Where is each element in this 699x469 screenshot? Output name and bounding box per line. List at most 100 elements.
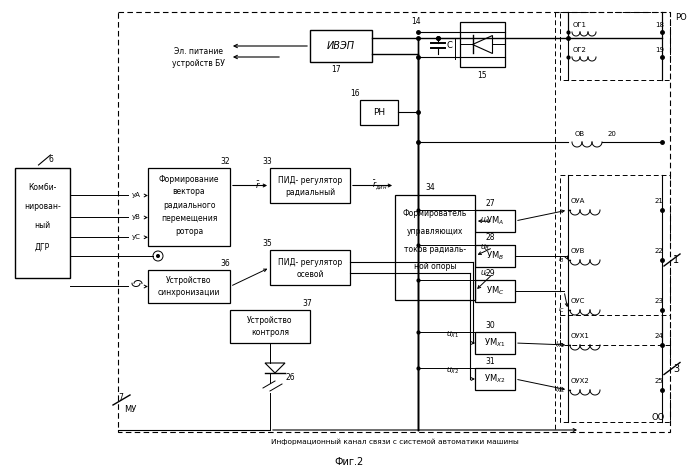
Text: 15: 15: [477, 70, 487, 80]
Text: 3: 3: [673, 363, 679, 373]
Text: 29: 29: [485, 268, 495, 278]
Text: 32: 32: [220, 157, 230, 166]
Text: 16: 16: [350, 90, 360, 98]
Bar: [118, 12, 670, 432]
Text: Устройство: Устройство: [166, 276, 212, 286]
Text: ДГР: ДГР: [35, 242, 50, 252]
Text: ОУХ1: ОУХ1: [571, 333, 590, 339]
Text: $\bar{r}$: $\bar{r}$: [255, 180, 261, 191]
Text: 6: 6: [48, 156, 53, 165]
Text: радиальный: радиальный: [285, 188, 335, 197]
Bar: [148, 168, 230, 246]
Bar: [230, 310, 310, 343]
Text: 36: 36: [220, 258, 230, 267]
Text: нирован-: нирован-: [24, 202, 61, 211]
Text: ОУС: ОУС: [571, 298, 585, 304]
Bar: [270, 250, 350, 285]
Text: yB: yB: [131, 214, 140, 220]
Text: 28: 28: [485, 234, 495, 242]
Text: вектора: вектора: [173, 187, 206, 196]
Text: 25: 25: [655, 378, 663, 384]
Text: осевой: осевой: [296, 270, 324, 279]
Text: радиального: радиального: [163, 201, 215, 210]
Bar: [270, 168, 350, 203]
Text: синхронизации: синхронизации: [158, 287, 220, 296]
Text: Устройство: Устройство: [247, 317, 293, 325]
Text: Формирователь: Формирователь: [403, 209, 467, 219]
Text: Фиг.2: Фиг.2: [334, 457, 363, 467]
Text: ИВЭП: ИВЭП: [327, 41, 355, 51]
Text: ОУВ: ОУВ: [571, 248, 585, 254]
Text: 26: 26: [285, 373, 295, 383]
Text: УМ$_{X2}$: УМ$_{X2}$: [484, 373, 506, 385]
Bar: [15, 168, 70, 278]
Text: ОГ2: ОГ2: [573, 47, 587, 53]
Text: 37: 37: [302, 298, 312, 308]
Text: $i_C$: $i_C$: [558, 305, 565, 315]
Polygon shape: [473, 36, 493, 53]
Bar: [460, 22, 505, 67]
Text: $u_C$: $u_C$: [480, 268, 491, 279]
Text: yC: yC: [131, 234, 140, 240]
Text: 27: 27: [485, 198, 495, 207]
Text: 23: 23: [654, 298, 663, 304]
Text: 34: 34: [425, 182, 435, 191]
Text: РН: РН: [373, 108, 385, 117]
Text: ОВ: ОВ: [575, 131, 585, 137]
Text: ный: ный: [34, 221, 50, 230]
Text: 18: 18: [656, 22, 665, 28]
Text: Комби-: Комби-: [29, 183, 57, 192]
Text: управляющих: управляющих: [407, 227, 463, 236]
Text: С: С: [446, 40, 452, 50]
Text: УМ$_C$: УМ$_C$: [486, 285, 504, 297]
Bar: [475, 210, 515, 232]
Text: УМ$_A$: УМ$_A$: [486, 215, 504, 227]
Bar: [310, 30, 372, 62]
Bar: [360, 100, 398, 125]
Text: 7: 7: [119, 393, 124, 402]
Text: перемещения: перемещения: [161, 214, 217, 223]
Circle shape: [156, 254, 160, 258]
Text: $i_B$: $i_B$: [558, 255, 565, 265]
Text: 33: 33: [262, 157, 272, 166]
Text: 21: 21: [654, 198, 663, 204]
Bar: [148, 270, 230, 303]
Text: 19: 19: [656, 47, 665, 53]
Text: 30: 30: [485, 320, 495, 330]
Text: 31: 31: [485, 356, 495, 365]
Text: ОУХ2: ОУХ2: [571, 378, 590, 384]
Text: Эл. питание: Эл. питание: [173, 47, 222, 56]
Text: Информационный канал связи с системой автоматики машины: Информационный канал связи с системой ав…: [271, 439, 519, 445]
Text: $u_{X1}$: $u_{X1}$: [447, 330, 460, 340]
Text: yA: yA: [131, 192, 140, 198]
Bar: [560, 315, 670, 422]
Text: 22: 22: [655, 248, 663, 254]
Text: токов радиаль-: токов радиаль-: [404, 245, 466, 254]
Text: ОО: ОО: [651, 413, 665, 422]
Text: 1: 1: [673, 255, 679, 265]
Text: контроля: контроля: [251, 328, 289, 337]
Text: ной опоры: ной опоры: [414, 262, 456, 271]
Text: РО: РО: [675, 13, 686, 22]
Text: $u_A$: $u_A$: [480, 216, 490, 227]
Text: УМ$_B$: УМ$_B$: [486, 250, 504, 262]
Text: $u_{X2}$: $u_{X2}$: [446, 366, 460, 376]
Bar: [475, 245, 515, 267]
Text: 20: 20: [607, 131, 617, 137]
Text: ОУА: ОУА: [571, 198, 585, 204]
Text: УМ$_{X1}$: УМ$_{X1}$: [484, 337, 506, 349]
Text: $i_{X2}$: $i_{X2}$: [555, 385, 565, 395]
Text: Формирование: Формирование: [159, 175, 219, 184]
Text: 14: 14: [411, 17, 421, 27]
Bar: [475, 280, 515, 302]
Text: 24: 24: [655, 333, 663, 339]
Bar: [560, 175, 670, 345]
Text: 17: 17: [331, 66, 341, 75]
Bar: [395, 195, 475, 300]
Text: ПИД- регулятор: ПИД- регулятор: [278, 176, 342, 185]
Bar: [475, 332, 515, 354]
Text: ротора: ротора: [175, 227, 203, 236]
Text: ПИД- регулятор: ПИД- регулятор: [278, 258, 342, 267]
Text: $i_{X1}$: $i_{X1}$: [555, 340, 565, 350]
Text: устройств БУ: устройств БУ: [171, 59, 224, 68]
